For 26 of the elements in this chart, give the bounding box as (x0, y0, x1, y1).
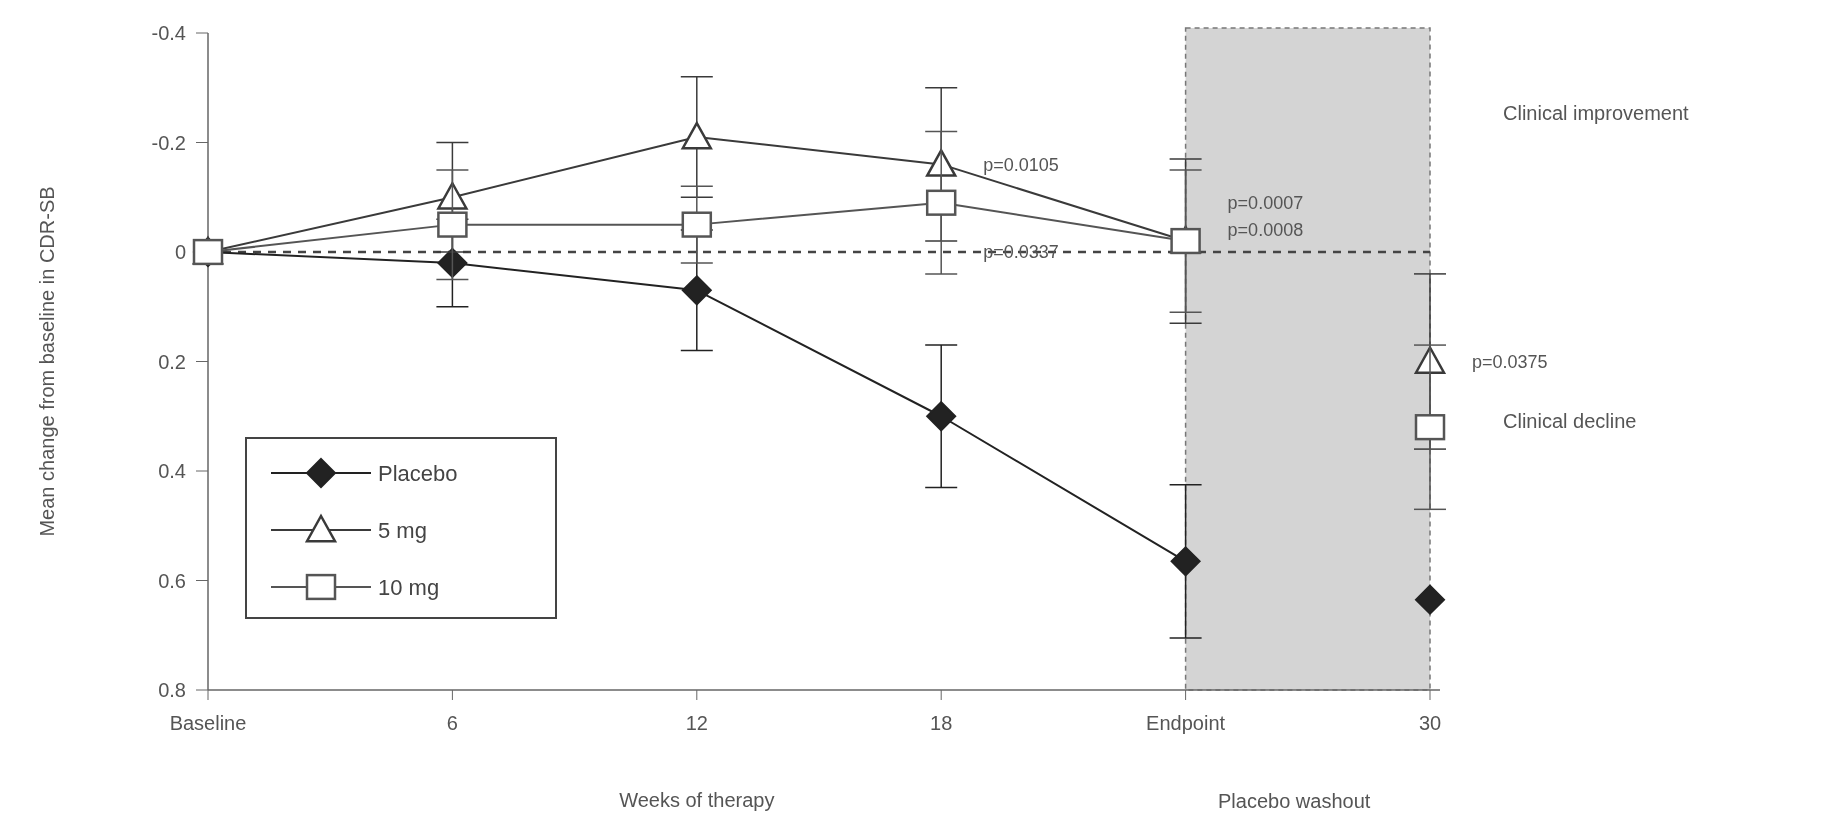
y-tick-label: 0.6 (158, 569, 186, 592)
legend-label: Placebo (378, 460, 458, 486)
x-tick-label: 18 (930, 712, 953, 734)
y-tick-label: 0.4 (158, 460, 186, 482)
annotation: p=0.0007 (1227, 193, 1304, 214)
annotation: p=0.0375 (1472, 351, 1548, 372)
x-tick-label: 6 (446, 712, 458, 734)
y-tick-label: -0.4 (151, 22, 186, 44)
y-tick-label: 0.8 (158, 679, 186, 701)
y-tick-label: 0 (174, 241, 186, 263)
text: Clinical decline (1503, 410, 1637, 432)
text: Placebo washout (1218, 790, 1371, 812)
x-axis-title: Weeks of therapy (619, 789, 775, 811)
legend-label: 5 mg (378, 517, 427, 543)
annotation: p=0.0008 (1227, 220, 1304, 241)
annotation: p=0.0105 (983, 154, 1059, 175)
x-tick-label: 12 (685, 712, 708, 734)
legend-label: 10 mg (378, 574, 440, 600)
x-tick-label: 30 (1418, 712, 1442, 734)
y-tick-label: 0.2 (158, 350, 186, 373)
annotation: p=0.0337 (983, 242, 1059, 263)
y-tick-label: -0.2 (151, 131, 186, 154)
y-axis-title: Mean change from baseline in CDR-SB (36, 186, 58, 537)
x-tick-label: Baseline (169, 712, 247, 734)
text: Clinical improvement (1503, 102, 1690, 124)
x-tick-label: Endpoint (1146, 712, 1226, 734)
